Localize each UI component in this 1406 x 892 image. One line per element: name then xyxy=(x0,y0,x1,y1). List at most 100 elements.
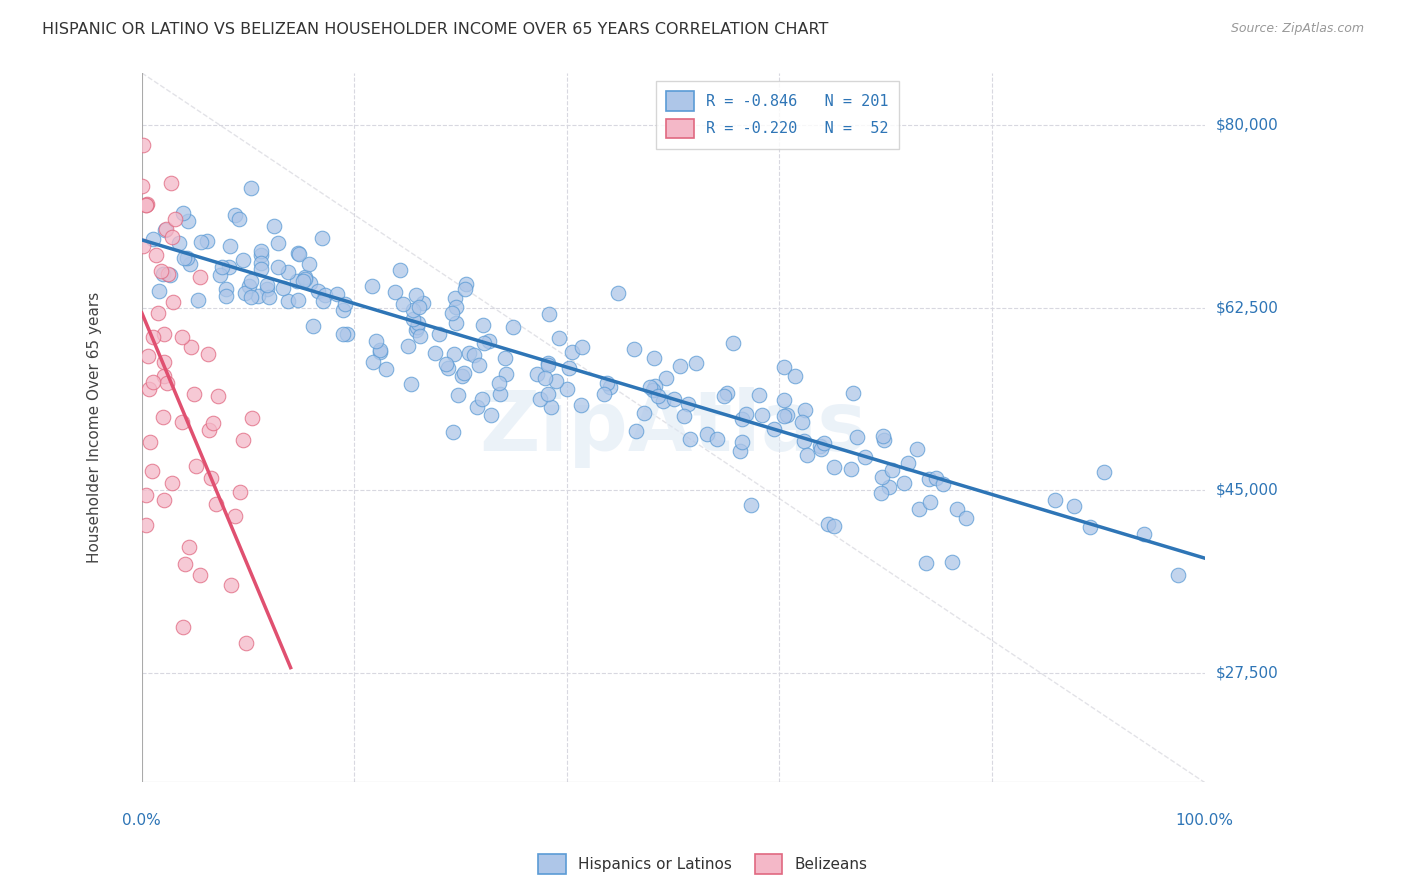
Point xyxy=(599,380,621,394)
Point xyxy=(647,388,669,402)
Point xyxy=(446,316,468,330)
Text: Source: ZipAtlas.com: Source: ZipAtlas.com xyxy=(1230,22,1364,36)
Point xyxy=(624,424,647,438)
Point xyxy=(152,410,174,425)
Point xyxy=(179,540,201,554)
Point xyxy=(374,362,396,376)
Point xyxy=(920,495,942,509)
Point xyxy=(880,463,903,477)
Point xyxy=(685,356,707,370)
Point xyxy=(817,517,839,532)
Point xyxy=(384,285,406,300)
Point xyxy=(136,197,159,211)
Point xyxy=(250,262,273,277)
Point xyxy=(370,343,392,358)
Point xyxy=(148,284,170,298)
Point xyxy=(141,464,163,478)
Point xyxy=(405,288,427,302)
Point xyxy=(453,366,475,380)
Point xyxy=(873,434,896,448)
Point xyxy=(905,442,928,456)
Point xyxy=(406,316,429,330)
Point xyxy=(224,208,246,222)
Point xyxy=(872,429,894,443)
Point xyxy=(138,434,160,449)
Point xyxy=(458,346,481,360)
Point xyxy=(202,416,225,430)
Point xyxy=(391,297,413,311)
Point xyxy=(955,510,977,524)
Point xyxy=(561,344,583,359)
Point xyxy=(488,376,510,391)
Point xyxy=(406,320,429,334)
Point xyxy=(292,274,315,288)
Point xyxy=(215,281,238,295)
Point xyxy=(731,434,754,449)
Point xyxy=(228,212,250,227)
Point xyxy=(174,557,197,571)
Point xyxy=(240,275,263,289)
Text: $27,500: $27,500 xyxy=(1216,665,1278,681)
Point xyxy=(412,296,434,310)
Point xyxy=(190,235,212,249)
Point xyxy=(472,318,495,332)
Point xyxy=(941,555,963,569)
Point xyxy=(783,368,806,383)
Point xyxy=(142,231,165,245)
Point xyxy=(401,302,423,317)
Point xyxy=(468,358,491,372)
Point xyxy=(197,423,219,437)
Point xyxy=(454,282,477,296)
Point xyxy=(640,380,662,394)
Point xyxy=(872,470,894,484)
Point xyxy=(734,407,756,421)
Point xyxy=(277,265,299,279)
Point xyxy=(285,274,308,288)
Point xyxy=(488,387,510,401)
Point xyxy=(728,444,751,458)
Point xyxy=(314,288,336,302)
Point xyxy=(250,256,273,270)
Point xyxy=(188,568,211,582)
Point xyxy=(793,434,815,448)
Point xyxy=(259,290,281,304)
Point xyxy=(145,248,167,262)
Point xyxy=(197,347,219,361)
Point xyxy=(472,336,495,351)
Point xyxy=(423,346,446,360)
Point xyxy=(1043,493,1066,508)
Point xyxy=(368,345,391,359)
Point xyxy=(537,387,560,401)
Point xyxy=(463,348,485,362)
Point xyxy=(402,311,425,326)
Point xyxy=(240,290,263,304)
Point xyxy=(361,278,384,293)
Point xyxy=(235,636,257,650)
Point xyxy=(678,397,700,411)
Point xyxy=(633,406,655,420)
Point xyxy=(311,231,333,245)
Legend: R = -0.846   N = 201, R = -0.220   N =  52: R = -0.846 N = 201, R = -0.220 N = 52 xyxy=(655,80,900,149)
Point xyxy=(773,409,796,423)
Point xyxy=(155,222,177,236)
Point xyxy=(595,376,617,390)
Point xyxy=(495,367,517,381)
Legend: Hispanics or Latinos, Belizeans: Hispanics or Latinos, Belizeans xyxy=(533,848,873,880)
Point xyxy=(187,293,209,307)
Point xyxy=(772,359,794,374)
Point xyxy=(1063,499,1085,513)
Point xyxy=(1092,465,1115,479)
Point xyxy=(893,475,915,490)
Point xyxy=(796,448,818,462)
Point xyxy=(841,462,863,476)
Text: ZipAtlas: ZipAtlas xyxy=(479,387,868,468)
Point xyxy=(1132,526,1154,541)
Point xyxy=(188,269,211,284)
Point xyxy=(180,340,202,354)
Point xyxy=(536,358,558,372)
Point xyxy=(159,268,181,282)
Point xyxy=(277,293,299,308)
Point xyxy=(751,408,773,422)
Point xyxy=(132,238,155,252)
Point xyxy=(153,355,176,369)
